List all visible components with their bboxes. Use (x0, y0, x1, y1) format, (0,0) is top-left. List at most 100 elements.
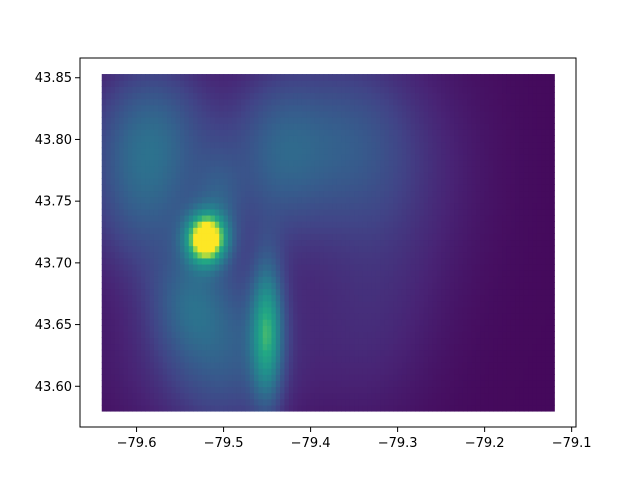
heatmap-cell (140, 214, 146, 222)
heatmap-cell (201, 202, 207, 210)
heatmap-cell (458, 147, 464, 155)
heatmap-cell (345, 159, 351, 167)
heatmap-cell (341, 153, 346, 161)
heatmap-cell (227, 398, 233, 406)
heatmap-cell (188, 196, 194, 204)
heatmap-cell (114, 178, 120, 185)
heatmap-cell (536, 159, 542, 167)
heatmap-cell (114, 123, 120, 130)
heatmap-cell (367, 135, 373, 143)
heatmap-cell (362, 245, 368, 253)
heatmap-cell (436, 355, 442, 363)
heatmap-cell (175, 374, 181, 381)
heatmap-cell (284, 196, 290, 204)
heatmap-cell (397, 196, 403, 204)
heatmap-cell (462, 208, 468, 216)
heatmap-cell (467, 392, 473, 400)
heatmap-cell (275, 361, 281, 369)
heatmap-cell (458, 165, 464, 173)
heatmap-cell (223, 392, 229, 400)
heatmap-cell (462, 306, 468, 314)
heatmap-cell (127, 300, 133, 308)
heatmap-cell (119, 153, 125, 161)
heatmap-cell (358, 282, 364, 290)
heatmap-cell (119, 190, 125, 198)
heatmap-cell (415, 123, 420, 130)
heatmap-cell (410, 208, 416, 216)
heatmap-cell (227, 374, 233, 381)
heatmap-cell (388, 319, 394, 326)
heatmap-cell (506, 208, 512, 216)
heatmap-cell (471, 343, 477, 351)
heatmap-cell (249, 300, 255, 308)
heatmap-cell (180, 135, 186, 143)
heatmap-cell (480, 361, 486, 369)
heatmap-cell (393, 227, 399, 234)
heatmap-cell (184, 343, 190, 351)
heatmap-cell (219, 251, 225, 259)
heatmap-cell (219, 123, 225, 130)
heatmap-cell (515, 355, 521, 363)
heatmap-cell (193, 221, 199, 228)
heatmap-cell (458, 355, 464, 363)
heatmap-cell (101, 214, 107, 222)
heatmap-cell (140, 270, 146, 277)
heatmap-cell (393, 178, 399, 185)
heatmap-cell (449, 337, 455, 345)
heatmap-cell (180, 325, 186, 332)
heatmap-cell (332, 331, 338, 339)
heatmap-cell (132, 239, 138, 247)
heatmap-cell (519, 312, 525, 320)
heatmap-cell (175, 288, 181, 296)
heatmap-cell (549, 190, 555, 198)
heatmap-cell (240, 202, 246, 210)
heatmap-cell (349, 361, 355, 369)
heatmap-cell (523, 245, 529, 253)
heatmap-cell (388, 129, 394, 136)
heatmap-cell (219, 306, 225, 314)
heatmap-cell (545, 221, 551, 228)
heatmap-cell (406, 325, 412, 332)
heatmap-cell (362, 190, 368, 198)
heatmap-cell (319, 221, 325, 228)
heatmap-cell (297, 306, 303, 314)
heatmap-cell (484, 386, 490, 394)
heatmap-cell (371, 141, 377, 149)
heatmap-cell (436, 306, 442, 314)
heatmap-cell (310, 233, 316, 241)
heatmap-cell (123, 251, 129, 259)
heatmap-cell (110, 374, 116, 381)
heatmap-cell (410, 257, 416, 265)
heatmap-cell (510, 221, 516, 228)
heatmap-cell (132, 214, 138, 222)
heatmap-cell (541, 404, 547, 412)
heatmap-cell (541, 380, 547, 388)
heatmap-cell (167, 319, 172, 326)
heatmap-cell (193, 404, 199, 412)
heatmap-cell (536, 123, 542, 130)
heatmap-cell (227, 172, 233, 179)
heatmap-cell (201, 196, 207, 204)
heatmap-cell (240, 172, 246, 179)
heatmap-cell (480, 319, 486, 326)
heatmap-cell (428, 135, 434, 143)
heatmap-cell (515, 221, 521, 228)
heatmap-cell (232, 288, 238, 296)
heatmap-cell (375, 404, 381, 412)
heatmap-cell (354, 178, 360, 185)
heatmap-cell (441, 245, 447, 253)
heatmap-cell (506, 294, 512, 302)
heatmap-cell (471, 184, 477, 192)
heatmap-cell (532, 184, 538, 192)
heatmap-cell (545, 263, 551, 271)
heatmap-cell (336, 306, 342, 314)
heatmap-cell (384, 312, 390, 320)
heatmap-cell (488, 123, 494, 130)
heatmap-cell (423, 355, 429, 363)
heatmap-cell (306, 374, 312, 381)
heatmap-cell (375, 361, 381, 369)
heatmap-cell (519, 116, 525, 124)
heatmap-cell (475, 221, 481, 228)
heatmap-cell (545, 282, 551, 290)
heatmap-cell (288, 319, 294, 326)
